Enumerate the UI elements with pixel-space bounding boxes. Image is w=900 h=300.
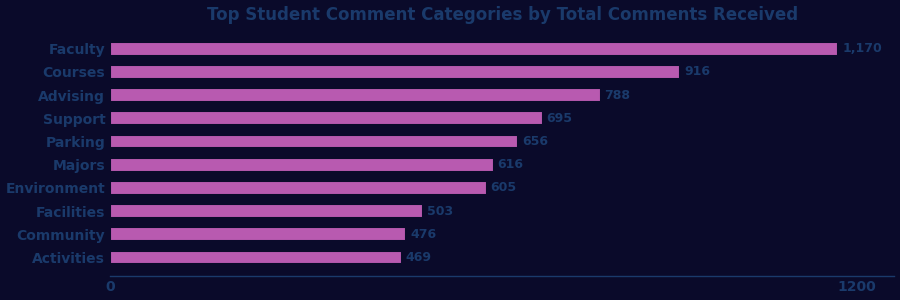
Text: 695: 695 [546,112,572,125]
Bar [110,227,407,241]
Bar [110,181,487,195]
Bar [110,42,839,56]
Bar [110,250,402,265]
Text: 916: 916 [684,65,710,78]
Text: 476: 476 [410,228,436,241]
Bar [110,88,600,102]
Text: 503: 503 [427,205,453,218]
Text: 656: 656 [522,135,548,148]
Text: 605: 605 [491,182,517,194]
Text: 469: 469 [406,251,432,264]
Text: 616: 616 [498,158,523,171]
Bar [110,111,543,125]
Title: Top Student Comment Categories by Total Comments Received: Top Student Comment Categories by Total … [207,6,798,24]
Bar [110,65,680,79]
Text: 788: 788 [605,88,630,102]
Bar [110,158,493,172]
Bar [110,135,518,148]
Bar [110,204,423,218]
Text: 1,170: 1,170 [842,42,882,55]
